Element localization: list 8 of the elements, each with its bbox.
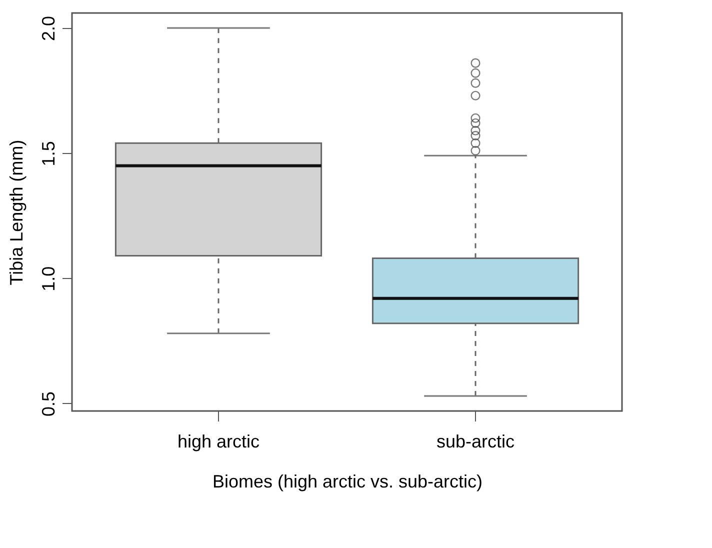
y-tick-label: 0.5 bbox=[38, 391, 58, 417]
y-axis-title: Tibia Length (mm) bbox=[6, 140, 26, 286]
y-tick-label: 2.0 bbox=[38, 16, 58, 42]
x-tick-label: sub-arctic bbox=[436, 432, 515, 452]
y-tick-label: 1.5 bbox=[38, 141, 58, 166]
x-axis-title: Biomes (high arctic vs. sub-arctic) bbox=[212, 472, 483, 492]
x-tick-label: high arctic bbox=[177, 432, 260, 452]
y-tick-label: 1.0 bbox=[38, 266, 58, 292]
